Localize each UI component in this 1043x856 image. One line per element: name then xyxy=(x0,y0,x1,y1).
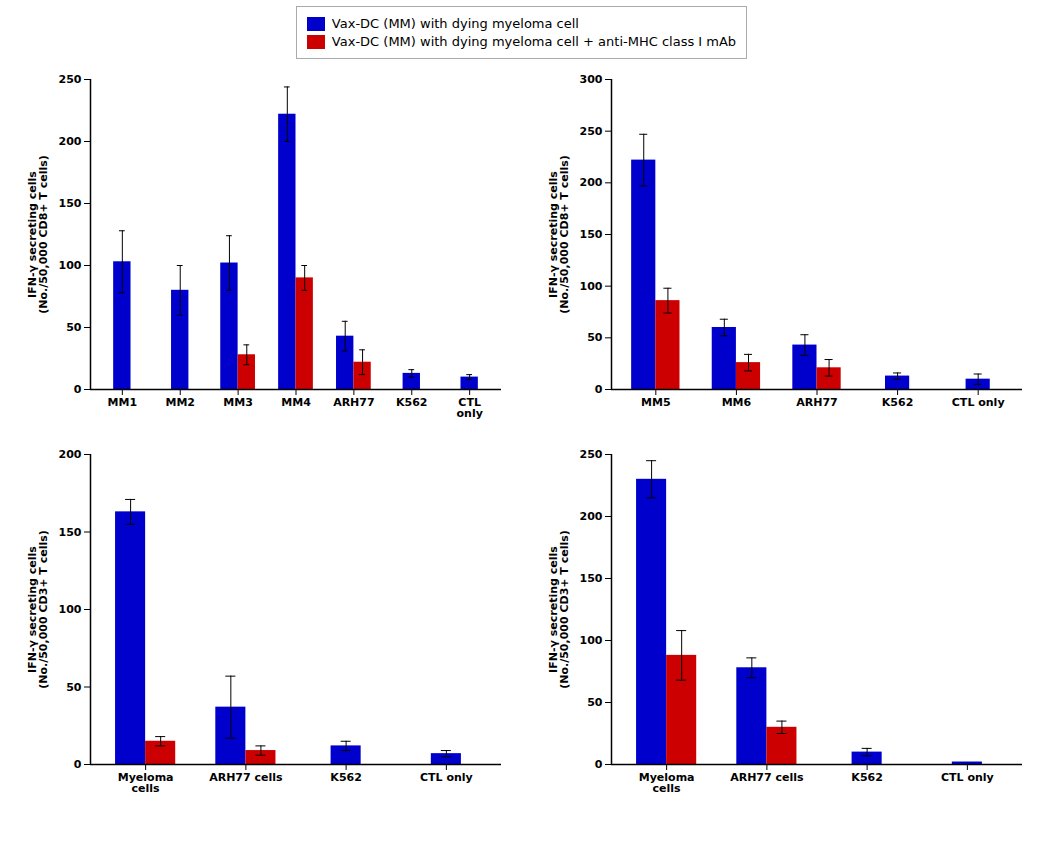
svg-text:200: 200 xyxy=(580,510,603,523)
svg-text:100: 100 xyxy=(59,259,82,272)
svg-text:250: 250 xyxy=(580,125,603,138)
svg-text:0: 0 xyxy=(74,383,82,396)
svg-text:ARH77 cells: ARH77 cells xyxy=(209,771,283,784)
svg-text:ARH77: ARH77 xyxy=(333,396,375,409)
svg-text:100: 100 xyxy=(59,603,82,616)
svg-text:IFN-γ secreting cells(No./50,0: IFN-γ secreting cells(No./50,000 CD8+ T … xyxy=(26,155,50,314)
svg-text:250: 250 xyxy=(59,73,82,86)
svg-text:K562: K562 xyxy=(882,396,914,409)
svg-text:100: 100 xyxy=(580,280,603,293)
svg-text:MM1: MM1 xyxy=(108,396,138,409)
svg-text:Myelomacells: Myelomacells xyxy=(118,771,174,795)
svg-text:0: 0 xyxy=(595,758,603,771)
html-text:Vax-DC (MM) with dying myeloma: Vax-DC (MM) with dying myeloma cell + an… xyxy=(331,34,737,49)
svg-text:300: 300 xyxy=(580,73,603,86)
svg-text:50: 50 xyxy=(587,696,603,709)
svg-text:IFN-γ secreting cells(No./50,0: IFN-γ secreting cells(No./50,000 CD8+ T … xyxy=(547,155,571,314)
svg-text:K562: K562 xyxy=(396,396,428,409)
svg-text:150: 150 xyxy=(59,526,82,539)
svg-text:0: 0 xyxy=(74,758,82,771)
svg-text:CTL only: CTL only xyxy=(420,771,473,784)
svg-text:MM4: MM4 xyxy=(281,396,311,409)
svg-text:0: 0 xyxy=(595,383,603,396)
svg-text:150: 150 xyxy=(580,228,603,241)
svg-text:200: 200 xyxy=(580,176,603,189)
svg-text:200: 200 xyxy=(59,135,82,148)
svg-text:MM6: MM6 xyxy=(722,396,752,409)
svg-text:200: 200 xyxy=(59,448,82,461)
svg-text:50: 50 xyxy=(66,681,82,694)
svg-text:MM2: MM2 xyxy=(165,396,195,409)
svg-text:50: 50 xyxy=(66,321,82,334)
svg-text:MM5: MM5 xyxy=(641,396,671,409)
svg-text:MM3: MM3 xyxy=(223,396,253,409)
svg-text:ARH77: ARH77 xyxy=(796,396,838,409)
svg-text:Myelomacells: Myelomacells xyxy=(639,771,695,795)
svg-text:150: 150 xyxy=(59,197,82,210)
svg-text:ARH77 cells: ARH77 cells xyxy=(730,771,804,784)
svg-text:IFN-γ secreting cells(No./50,0: IFN-γ secreting cells(No./50,000 CD3+ T … xyxy=(26,530,50,689)
svg-text:K562: K562 xyxy=(851,771,883,784)
svg-text:IFN-γ secreting cells(No./50,0: IFN-γ secreting cells(No./50,000 CD3+ T … xyxy=(547,530,571,689)
html-text:Vax-DC (MM) with dying myeloma: Vax-DC (MM) with dying myeloma cell xyxy=(331,16,579,31)
svg-text:CTLonly: CTLonly xyxy=(456,396,482,420)
svg-text:100: 100 xyxy=(580,634,603,647)
svg-text:50: 50 xyxy=(587,331,603,344)
svg-text:CTL only: CTL only xyxy=(952,396,1005,409)
svg-text:250: 250 xyxy=(580,448,603,461)
svg-text:150: 150 xyxy=(580,572,603,585)
svg-text:K562: K562 xyxy=(330,771,362,784)
svg-text:CTL only: CTL only xyxy=(941,771,994,784)
